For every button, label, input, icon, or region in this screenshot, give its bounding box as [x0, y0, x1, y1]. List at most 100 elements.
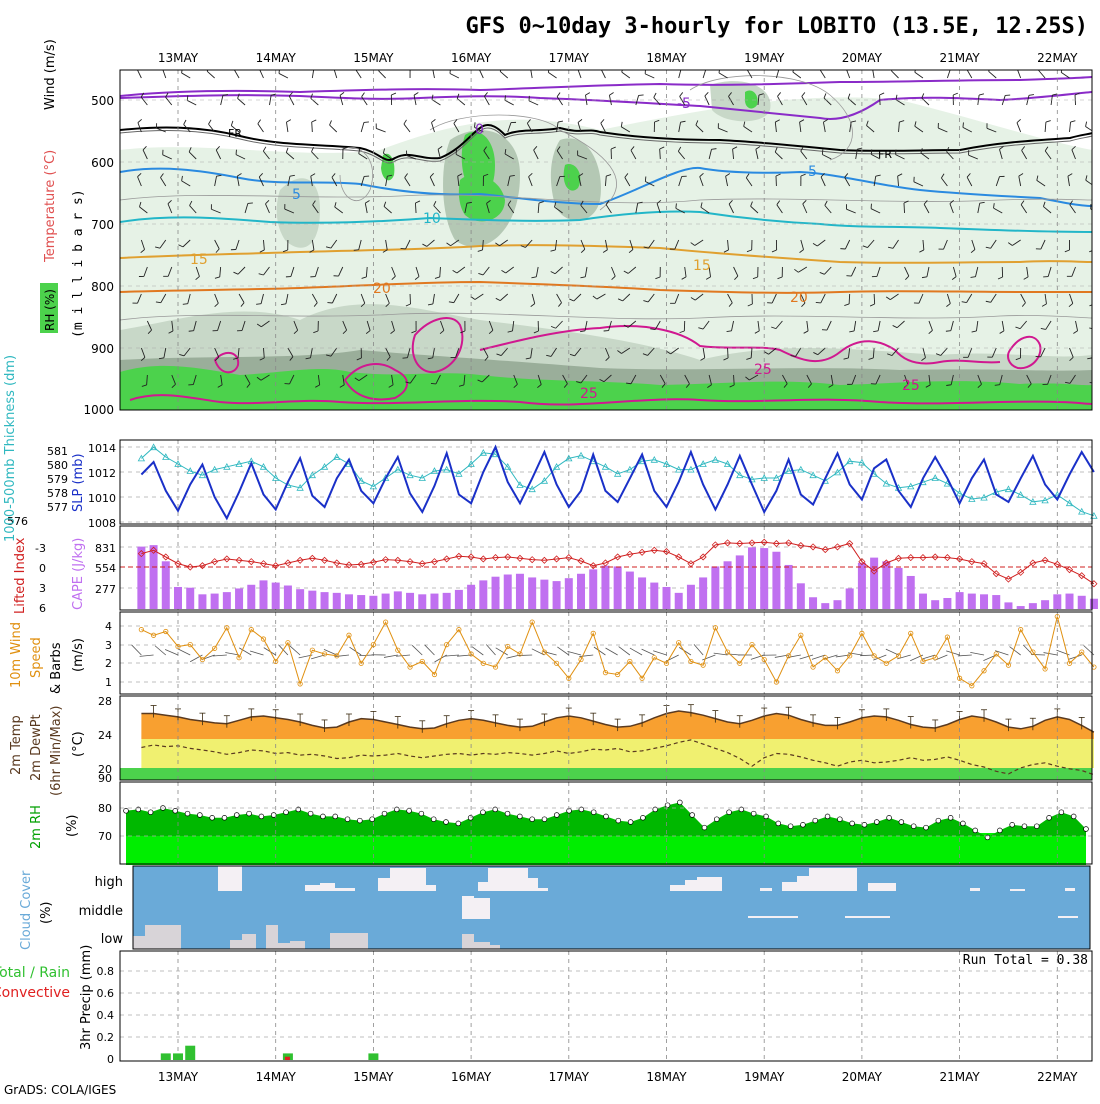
upper-barb-flag	[162, 65, 166, 68]
ylabel-rh2m-b: (%)	[65, 815, 80, 838]
cape-bar	[992, 595, 1000, 609]
cape-bar	[1053, 594, 1061, 609]
upper-barb-flag	[531, 66, 535, 69]
cape-bar	[772, 552, 780, 609]
cape-bar	[882, 561, 890, 609]
upper-barb-flag	[314, 67, 319, 68]
cape-bar	[980, 594, 988, 609]
label-5-a: 5	[292, 187, 301, 203]
rh2m-point	[604, 814, 609, 819]
upper-barb-flag	[256, 304, 261, 305]
cape-bar	[626, 572, 634, 609]
cape-tick-554: 554	[95, 562, 116, 575]
rh2m-point	[284, 810, 289, 815]
rh2m-point	[542, 817, 547, 822]
rh2m-point	[197, 813, 202, 818]
ylabel-cape: CAPE (J/kg)	[71, 538, 86, 610]
bottom-date-19MAY: 19MAY	[744, 1070, 785, 1084]
rh2m-point	[677, 800, 682, 805]
thickness-tick-581: 581	[47, 445, 68, 458]
upper-barb	[904, 203, 905, 213]
upper-barb-flag	[137, 65, 140, 69]
ylabel-temp-c: (6hr Min/Max)	[49, 706, 64, 796]
cape-bar	[650, 583, 658, 609]
wind10-barb	[579, 655, 593, 657]
cape-bar	[638, 577, 646, 609]
ylabel-wind10-c: & Barbs	[49, 642, 64, 694]
rh2m-point	[234, 813, 239, 818]
ylabel-thickness: 1000-500mb Thickness (dm)	[3, 355, 18, 542]
cape-bar	[455, 590, 463, 609]
upper-barb-flag	[846, 65, 850, 68]
rh2m-point	[616, 818, 621, 823]
wind10-barb	[642, 649, 655, 655]
cape-bar	[418, 594, 426, 609]
thickness-tick-577: 577	[47, 501, 68, 514]
wind10-point	[139, 627, 143, 631]
rh2m-point	[456, 821, 461, 826]
wind10-grid	[120, 612, 1092, 694]
wind10-barb	[132, 645, 142, 655]
wind-tick-2: 2	[105, 657, 112, 670]
upper-barb-flag	[871, 149, 872, 154]
cape-bar	[907, 576, 915, 609]
wind-tick-3: 3	[105, 639, 112, 652]
upper-barb-flag	[354, 250, 359, 251]
wind10-barb	[970, 652, 984, 655]
cape-bar	[333, 593, 341, 609]
tick-1000: 1000	[83, 403, 114, 417]
rh2m-point	[911, 824, 916, 829]
ylabel-wind10-d: (m/s)	[71, 638, 86, 672]
temp-tick-24: 24	[98, 729, 112, 742]
ylabel-precip-a: Total / Rain	[0, 965, 70, 981]
cape-bar	[528, 577, 536, 609]
slp-tick-1008: 1008	[88, 517, 116, 530]
wind10-barb	[384, 655, 398, 657]
upper-barb-flag	[676, 203, 677, 208]
cape-bar	[601, 566, 609, 609]
cape-bar	[785, 565, 793, 609]
upper-barb-flag	[1094, 66, 1099, 68]
ylabel-temp: Temperature (°C)	[43, 150, 58, 263]
cape-bar	[553, 581, 561, 609]
tick-700: 700	[91, 218, 114, 232]
wind10-barb	[445, 655, 459, 656]
cape-bar	[931, 600, 939, 609]
precip-tick-0: 0	[107, 1053, 114, 1066]
wind-tick-1: 1	[105, 676, 112, 689]
ylabel-precip-c: 3hr Precip (mm)	[79, 945, 94, 1050]
upper-barb-flag	[431, 383, 436, 384]
rh2m-point	[887, 815, 892, 820]
li-tick-minus3: -3	[35, 542, 46, 555]
cape-bar	[614, 566, 622, 609]
wind10-barb	[567, 651, 581, 655]
cape-bar	[369, 596, 377, 609]
cape-bar	[919, 594, 927, 609]
upper-barb	[874, 294, 875, 304]
upper-barb-flag	[334, 65, 338, 68]
cape-bar	[284, 586, 292, 609]
upper-barb-flag	[681, 68, 686, 69]
cape-bar	[186, 588, 194, 609]
wind10-barb	[472, 647, 483, 655]
cape-bar	[1029, 603, 1037, 609]
cape-bar	[943, 598, 951, 609]
cape-bar	[247, 585, 255, 609]
rh2m-point	[702, 825, 707, 830]
wind10-barb	[178, 649, 191, 655]
bottom-date-14MAY: 14MAY	[256, 1070, 297, 1084]
ylabel-li: Lifted Index	[13, 537, 28, 614]
rh2m-point	[924, 825, 929, 830]
upper-barb-flag	[189, 331, 194, 332]
rh2m-point	[961, 821, 966, 826]
wind10-barb	[518, 655, 532, 656]
cape-bar	[504, 574, 512, 609]
precip-grid	[120, 951, 1092, 1061]
ylabel-temp-d: (°C)	[71, 731, 86, 757]
upper-barb-flag	[403, 358, 408, 359]
cape-bar	[858, 563, 866, 609]
ylabel-temp-a: 2m Temp	[9, 715, 24, 775]
rh2m-point	[997, 828, 1002, 833]
top-date-19MAY: 19MAY	[744, 51, 785, 65]
rh2m-point	[222, 815, 227, 820]
